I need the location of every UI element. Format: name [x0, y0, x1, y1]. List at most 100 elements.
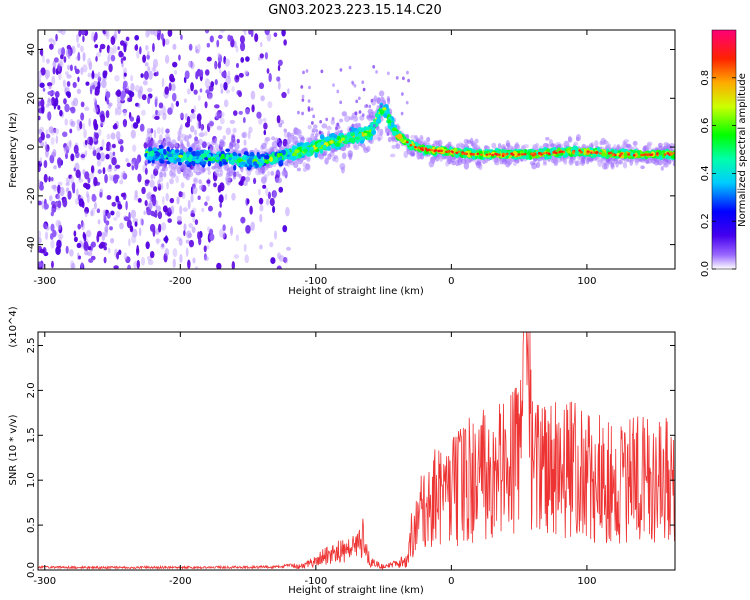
spectrogram-noise-blob	[62, 79, 66, 88]
spectrogram-core-blob	[609, 151, 613, 154]
spectrogram-core-blob	[495, 153, 499, 156]
spectrogram-halo-blob	[321, 123, 328, 129]
spectrogram-noise-blob	[112, 216, 118, 221]
spectrogram-noise-blob	[99, 47, 102, 53]
spectrogram-noise-blob	[40, 98, 45, 108]
spectrogram-noise-blob	[136, 50, 140, 59]
spectrogram-noise-blob	[332, 83, 335, 87]
spectrogram-core-blob	[485, 153, 489, 156]
spectrogram-noise-blob	[307, 99, 311, 103]
colorbar-ticks: 0.0 0.2 0.4 0.6 0.8	[700, 70, 736, 277]
spectrogram-noise-blob	[180, 182, 185, 189]
spectrogram-halo-blob	[341, 152, 347, 160]
spectrogram-noise-blob	[111, 201, 117, 207]
spectrogram-noise-blob	[371, 115, 375, 119]
spectrogram-halo-blob	[545, 136, 550, 141]
spectrogram-noise-blob	[83, 182, 89, 188]
spectrogram-noise-blob	[94, 201, 97, 210]
spectrogram-noise-blob	[276, 76, 281, 82]
spectrogram-noise-blob	[160, 243, 166, 250]
spectrogram-noise-blob	[264, 52, 269, 60]
spectrogram-halo-blob	[391, 144, 397, 149]
spectrogram-noise-blob	[143, 70, 149, 80]
spectrogram-noise-blob	[77, 76, 80, 83]
spectrogram-ridge-blob	[258, 162, 262, 166]
spectrogram-halo-blob	[197, 165, 204, 173]
spectrogram-noise-blob	[277, 81, 281, 90]
spectrogram-noise-blob	[217, 184, 222, 193]
spectrogram-noise-blob	[207, 226, 211, 232]
spectrogram-core-blob	[537, 152, 541, 155]
spectrogram-noise-blob	[134, 34, 140, 41]
spectrogram-noise-blob	[108, 63, 113, 73]
spectrogram-ridge-blob	[207, 160, 212, 167]
spectrogram-noise-blob	[143, 210, 146, 216]
spectrogram-noise-blob	[264, 30, 270, 36]
spectrogram-core-blob	[598, 152, 602, 155]
spectrogram-core-blob	[419, 147, 423, 150]
spectrogram-halo-blob	[305, 137, 312, 143]
spectrogram-noise-blob	[122, 119, 127, 128]
spectrogram-core-blob	[461, 152, 465, 156]
spectrogram-noise-blob	[185, 247, 189, 257]
spectrogram-noise-blob	[53, 165, 57, 170]
spectrogram-halo-blob	[345, 143, 351, 149]
spectrogram-ridge-blob	[471, 149, 477, 153]
spectrogram-noise-blob	[318, 130, 322, 135]
spectrogram-halo-blob	[176, 166, 182, 175]
spectrogram-noise-blob	[73, 167, 77, 172]
spectrogram-ridge-blob	[147, 146, 153, 152]
spectrogram-noise-blob	[123, 72, 127, 77]
spectrogram-noise-blob	[90, 82, 96, 91]
spectrogram-noise-blob	[123, 216, 130, 222]
spectrogram-noise-blob	[386, 71, 390, 76]
spectrogram-ridge-blob	[215, 156, 220, 161]
spectrogram-noise-blob	[106, 212, 111, 219]
spectrogram-core-blob	[640, 153, 643, 157]
spectrogram-noise-blob	[105, 220, 110, 226]
spectrogram-ridge-blob	[169, 157, 175, 163]
spectrogram-noise-blob	[81, 221, 85, 231]
spectrogram-noise-blob	[188, 239, 195, 248]
spectrogram-halo-blob	[378, 90, 385, 97]
spectrogram-noise-blob	[187, 233, 193, 238]
spectrogram-noise-blob	[172, 248, 178, 258]
spectrogram-halo-blob	[410, 152, 415, 157]
spectrogram-halo-blob	[188, 134, 192, 139]
spectrogram-noise-blob	[59, 109, 63, 117]
spectrogram-core-blob	[627, 153, 631, 156]
spectrogram-ridge-blob	[225, 148, 231, 153]
snr-y-tick-label: 2.5	[26, 338, 37, 354]
spectrogram-noise-blob	[67, 64, 71, 71]
spectrogram-ridge-blob	[601, 152, 606, 157]
spectrogram-noise-blob	[61, 46, 65, 57]
spectrogram-noise-blob	[40, 67, 46, 76]
spectrogram-noise-blob	[60, 54, 64, 60]
spectrogram-halo-blob	[205, 167, 211, 171]
spectrogram-noise-blob	[237, 91, 243, 98]
snr-y-tick-label: 2.0	[26, 382, 37, 398]
spectrogram-noise-blob	[77, 223, 82, 230]
spectrogram-noise-blob	[84, 171, 90, 180]
spectrogram-noise-blob	[125, 157, 129, 163]
spectrogram-noise-blob	[362, 87, 366, 92]
spectrogram-halo-blob	[243, 139, 247, 146]
spectrogram-noise-blob	[96, 152, 101, 161]
spectrogram-noise-blob	[45, 148, 49, 158]
spectrogram-noise-blob	[105, 110, 110, 119]
spectrogram-noise-blob	[64, 71, 69, 76]
spectrogram-noise-blob	[250, 90, 256, 100]
spectrogram-halo-blob	[307, 124, 312, 130]
spectrogram-noise-blob	[94, 90, 98, 96]
spectrogram-noise-blob	[88, 117, 91, 127]
spectrogram-noise-blob	[129, 116, 135, 122]
spectrogram-noise-blob	[165, 128, 170, 134]
spectrogram-noise-blob	[210, 81, 215, 88]
colorbar-label: Normalized spectral amplitude	[737, 73, 748, 227]
spectrogram-halo-blob	[660, 166, 664, 171]
spectrogram-x-tick-label: -200	[169, 276, 192, 287]
spectrogram-core-blob	[523, 153, 527, 156]
spectrogram-noise-blob	[99, 152, 105, 162]
spectrogram-noise-blob	[145, 45, 149, 51]
spectrogram-noise-blob	[164, 235, 168, 244]
